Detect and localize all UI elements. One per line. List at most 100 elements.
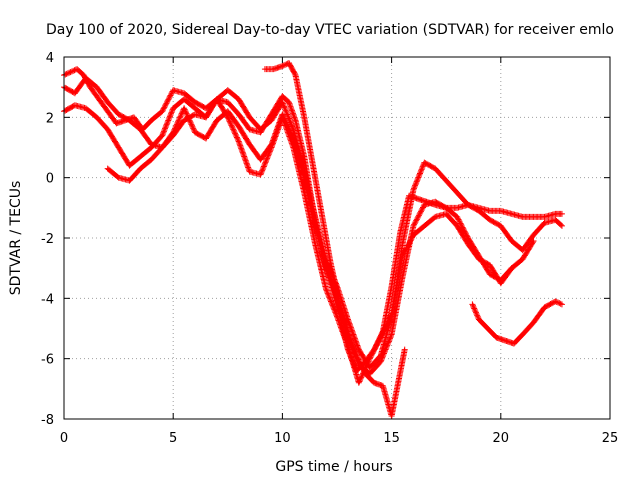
data-point — [412, 181, 419, 188]
data-point — [176, 114, 183, 121]
chart-title: Day 100 of 2020, Sidereal Day-to-day VTE… — [46, 22, 614, 38]
data-point — [354, 355, 361, 362]
data-point — [530, 238, 537, 245]
y-tick-label: -4 — [41, 292, 54, 307]
data-point — [327, 297, 334, 304]
x-tick-label: 5 — [169, 431, 177, 446]
data-point — [419, 165, 426, 172]
x-tick-label: 10 — [274, 431, 291, 446]
data-point — [558, 222, 565, 229]
data-point — [404, 242, 411, 249]
data-point — [366, 357, 373, 364]
data-point — [357, 377, 364, 384]
data-point — [387, 334, 394, 341]
data-point — [385, 339, 392, 346]
data-point — [266, 149, 273, 156]
data-point — [265, 152, 272, 159]
data-point — [159, 131, 166, 138]
data-point — [358, 374, 365, 381]
data-point — [386, 335, 393, 342]
data-point — [260, 163, 267, 170]
data-point — [289, 108, 296, 115]
data-point — [188, 121, 195, 128]
data-point — [376, 337, 383, 344]
x-tick-label: 20 — [493, 431, 510, 446]
data-point — [555, 299, 562, 306]
data-point — [160, 105, 167, 112]
data-point — [176, 116, 183, 123]
data-point — [360, 366, 367, 373]
data-point — [377, 358, 384, 365]
data-point — [413, 217, 420, 224]
data-point — [356, 359, 363, 366]
data-point — [470, 302, 477, 309]
data-point — [379, 353, 386, 360]
data-point — [381, 325, 388, 332]
data-point — [257, 171, 264, 178]
data-point — [324, 288, 331, 295]
data-point — [381, 326, 388, 333]
data-point — [373, 342, 380, 349]
data-point — [405, 241, 412, 248]
data-point — [383, 345, 390, 352]
data-point — [164, 99, 171, 106]
x-tick-label: 15 — [383, 431, 400, 446]
data-point — [231, 129, 238, 136]
data-point — [378, 355, 385, 362]
data-point — [228, 122, 235, 129]
y-tick-label: 2 — [46, 111, 54, 126]
data-point — [168, 110, 175, 117]
data-point — [552, 298, 559, 305]
data-point — [471, 306, 478, 313]
data-point — [471, 305, 478, 312]
data-point — [413, 179, 420, 186]
data-point — [419, 205, 426, 212]
data-point — [162, 101, 169, 108]
data-point — [189, 124, 196, 131]
data-point — [356, 357, 363, 364]
data-point — [160, 128, 167, 135]
data-point — [260, 164, 267, 171]
data-point — [472, 309, 479, 316]
data-point — [159, 108, 166, 115]
data-point — [163, 122, 170, 129]
data-point — [419, 163, 426, 170]
data-point — [328, 299, 335, 306]
data-point — [331, 306, 338, 313]
data-point — [387, 313, 394, 320]
data-point — [377, 334, 384, 341]
data-point — [385, 317, 392, 324]
data-point — [324, 290, 331, 297]
data-point — [280, 101, 287, 108]
data-point — [368, 351, 375, 358]
data-point — [415, 174, 422, 181]
data-point — [190, 125, 197, 132]
data-point — [404, 243, 411, 250]
data-point — [159, 106, 166, 113]
data-point — [266, 148, 273, 155]
data-point — [288, 107, 295, 114]
data-point — [64, 70, 71, 77]
data-point — [167, 112, 174, 119]
data-point — [382, 323, 389, 330]
data-point — [323, 287, 330, 294]
y-axis-label: SDTVAR / TECUs — [8, 181, 24, 296]
data-point — [367, 354, 374, 361]
data-point — [417, 209, 424, 216]
data-point — [474, 313, 481, 320]
data-point — [382, 346, 389, 353]
data-point — [262, 159, 269, 166]
data-point — [166, 113, 173, 120]
data-point — [356, 378, 363, 385]
data-point — [286, 102, 293, 109]
data-point — [264, 155, 271, 162]
data-point — [233, 133, 240, 140]
data-point — [279, 63, 286, 70]
x-tick-label: 0 — [60, 431, 68, 446]
y-tick-label: 4 — [46, 51, 54, 66]
data-point — [454, 213, 461, 220]
data-point — [234, 135, 241, 142]
data-point — [381, 349, 388, 356]
data-point — [414, 215, 421, 222]
data-point — [259, 166, 266, 173]
